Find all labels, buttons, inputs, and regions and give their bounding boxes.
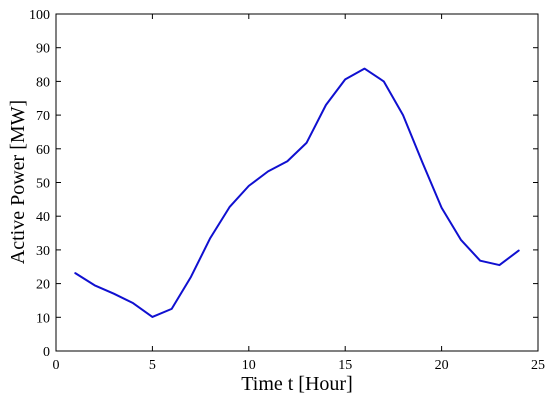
y-ticks: 0 10 20 30 40 50 60 70 80 90 100 — [29, 8, 538, 360]
y-tick-label: 80 — [36, 75, 50, 90]
x-tick-label: 5 — [149, 358, 156, 373]
x-tick-label: 10 — [242, 358, 256, 373]
y-axis-label: Active Power [MW] — [7, 100, 29, 264]
y-tick-label: 50 — [36, 177, 50, 192]
series-layer — [74, 67, 520, 318]
y-tick-label: 20 — [36, 278, 50, 293]
x-tick-label: 25 — [531, 358, 545, 373]
x-axis-label: Time t [Hour] — [241, 373, 352, 395]
y-tick-label: 70 — [36, 109, 50, 124]
y-tick-label: 0 — [43, 345, 50, 360]
x-ticks: 0 5 10 15 20 25 — [53, 14, 545, 373]
y-tick-label: 100 — [29, 8, 50, 23]
y-tick-label: 40 — [36, 210, 50, 225]
y-tick-label: 10 — [36, 311, 50, 326]
x-tick-label: 15 — [338, 358, 352, 373]
series-line-0 — [74, 67, 520, 318]
plot-area — [56, 14, 538, 351]
x-tick-label: 0 — [53, 358, 60, 373]
y-tick-label: 60 — [36, 143, 50, 158]
x-tick-label: 20 — [435, 358, 449, 373]
y-tick-label: 30 — [36, 244, 50, 259]
y-tick-label: 90 — [36, 42, 50, 57]
